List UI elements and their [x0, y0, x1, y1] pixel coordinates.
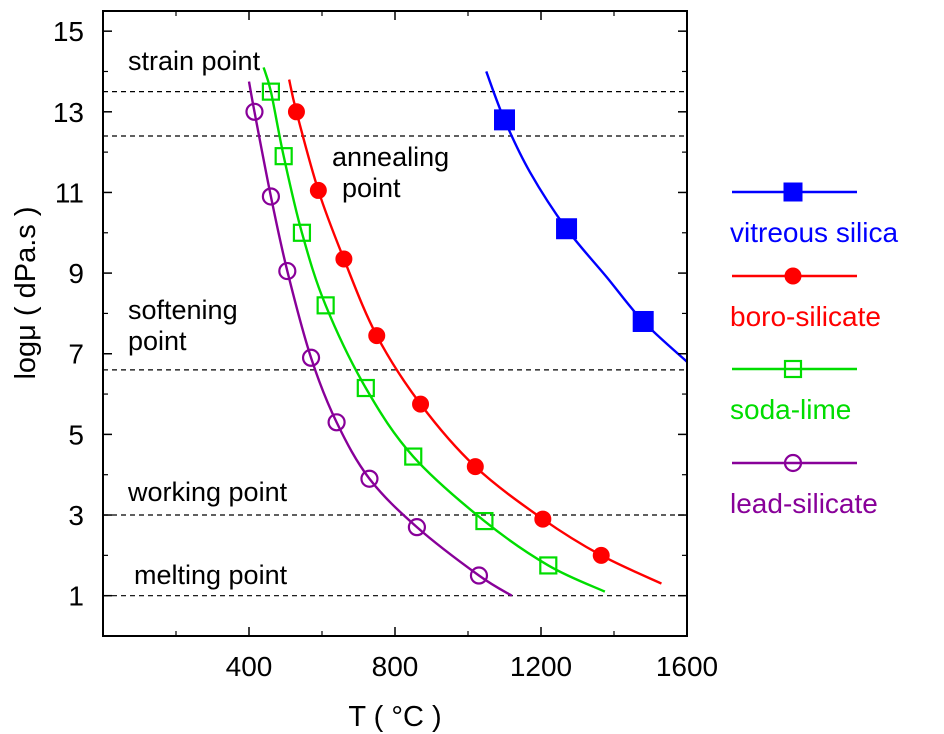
legend-label-1: boro-silicate	[730, 301, 881, 332]
series-3-point-1	[261, 187, 280, 206]
series-3-point-5	[360, 469, 379, 488]
series-line-3	[247, 81, 513, 597]
series-3-point-0	[245, 102, 264, 121]
reference-labels: strain point annealing point softening point…	[127, 46, 449, 590]
series-line-1	[287, 79, 662, 585]
series-line-0	[485, 71, 687, 363]
legend-label-0: vitreous silica	[730, 217, 898, 248]
series-0-point-0	[494, 109, 515, 131]
series-0-point-2	[632, 310, 654, 332]
y-tick-label-3: 3	[68, 500, 84, 531]
series-1-point-4	[412, 395, 430, 413]
x-tick-label-1600: 1600	[656, 651, 718, 682]
series-3-point-2	[278, 261, 297, 281]
series-1-point-1	[309, 181, 327, 199]
series-2-point-4	[356, 378, 375, 398]
y-tick-label-1: 1	[68, 581, 84, 612]
series-3-point-7	[469, 566, 489, 585]
y-tick-label-15: 15	[53, 16, 84, 47]
x-tick-label-400: 400	[226, 651, 273, 682]
series-2-point-7	[539, 556, 558, 575]
series-1-point-7	[592, 546, 610, 564]
ref-label-4: melting point	[134, 560, 288, 590]
legend-marker-2	[783, 359, 803, 379]
series-2-point-2	[292, 223, 312, 242]
series-2-point-6	[475, 511, 494, 531]
y-tick-label-13: 13	[53, 97, 84, 128]
series-3-point-6	[407, 518, 426, 537]
series-2-point-1	[274, 147, 293, 166]
series-2-point-5	[404, 447, 423, 466]
series-curves	[247, 67, 687, 597]
legend-marker-0	[783, 182, 803, 202]
series-1-point-0	[287, 103, 305, 121]
series-2-point-3	[316, 296, 335, 315]
y-axis-title: logμ ( dPa.s )	[10, 206, 42, 379]
series-line-2	[262, 67, 606, 593]
series-0-point-1	[556, 218, 578, 240]
ref-label-0: strain point	[128, 46, 261, 76]
legend-marker-3	[783, 453, 803, 473]
ref-label-1: annealing point	[332, 142, 449, 203]
series-3-point-4	[327, 413, 346, 432]
series-2-point-0	[261, 82, 280, 101]
series-3-point-3	[301, 348, 321, 367]
series-1-point-5	[466, 458, 484, 476]
legend-label-3: lead-silicate	[730, 488, 878, 519]
ref-label-3: working point	[127, 477, 288, 507]
series-1-point-3	[368, 327, 386, 345]
ref-label-2: softening point	[128, 295, 238, 356]
legend: vitreous silica boro-silicate soda-lime lea…	[730, 182, 898, 519]
x-tick-label-1200: 1200	[510, 651, 572, 682]
series-1-point-6	[534, 510, 552, 528]
reference-lines	[103, 91, 687, 597]
series-1-point-2	[335, 250, 353, 268]
y-tick-label-7: 7	[68, 339, 84, 370]
legend-marker-1	[784, 267, 802, 285]
x-axis-title: T ( °C )	[348, 701, 441, 733]
y-tick-label-11: 11	[55, 177, 84, 208]
legend-label-2: soda-lime	[730, 394, 851, 425]
series-markers	[245, 82, 654, 585]
y-tick-label-9: 9	[68, 258, 84, 289]
x-tick-label-800: 800	[372, 651, 419, 682]
y-tick-label-5: 5	[68, 419, 84, 450]
